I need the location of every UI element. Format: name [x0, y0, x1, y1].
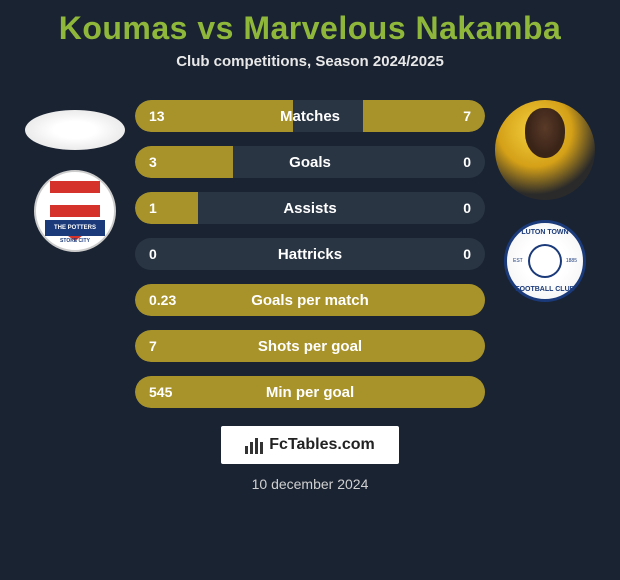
comparison-card: Koumas vs Marvelous Nakamba Club competi… — [0, 0, 620, 580]
stat-value-right: 0 — [463, 154, 471, 170]
stats-column: 13 Matches 7 3 Goals 0 1 Assists 0 0 Hattricks 0 0.2… — [135, 100, 485, 408]
stat-row: 13 Matches 7 — [135, 100, 485, 132]
stat-value-left: 7 — [149, 338, 157, 354]
stat-value-left: 0.23 — [149, 292, 176, 308]
stat-value-left: 1 — [149, 200, 157, 216]
stat-label: Goals — [289, 154, 331, 171]
main-row: THE POTTERS 13 Matches 7 3 Goals 0 1 Assists 0 0 H… — [0, 100, 620, 408]
stat-row: 3 Goals 0 — [135, 146, 485, 178]
brand-text: FcTables.com — [269, 436, 375, 454]
stat-label: Matches — [280, 108, 340, 125]
player-photo-right — [495, 100, 595, 200]
stat-fill-left — [135, 192, 198, 224]
stat-value-left: 3 — [149, 154, 157, 170]
stat-row: 0 Hattricks 0 — [135, 238, 485, 270]
right-side: LUTON TOWN FOOTBALL CLUB EST 1885 — [495, 100, 595, 302]
club-badge-luton: LUTON TOWN FOOTBALL CLUB EST 1885 — [504, 220, 586, 302]
stat-value-left: 13 — [149, 108, 165, 124]
date-text: 10 december 2024 — [252, 476, 369, 492]
stat-value-right: 0 — [463, 200, 471, 216]
stat-value-left: 545 — [149, 384, 172, 400]
stat-row: 545 Min per goal — [135, 376, 485, 408]
player-photo-left — [25, 110, 125, 150]
stoke-banner: THE POTTERS — [45, 220, 105, 236]
stat-value-left: 0 — [149, 246, 157, 262]
stat-label: Shots per goal — [258, 338, 362, 355]
subtitle: Club competitions, Season 2024/2025 — [0, 53, 620, 70]
luton-top-text: LUTON TOWN — [507, 229, 583, 236]
left-side: THE POTTERS — [25, 100, 125, 252]
luton-est-right: 1885 — [566, 258, 577, 264]
stat-row: 1 Assists 0 — [135, 192, 485, 224]
bar-chart-icon — [245, 436, 263, 454]
stat-value-right: 7 — [463, 108, 471, 124]
page-title: Koumas vs Marvelous Nakamba — [0, 10, 620, 47]
stat-label: Min per goal — [266, 384, 354, 401]
luton-est-left: EST — [513, 258, 523, 264]
club-badge-stoke: THE POTTERS — [34, 170, 116, 252]
stat-label: Goals per match — [251, 292, 369, 309]
stat-label: Hattricks — [278, 246, 342, 263]
stat-row: 0.23 Goals per match — [135, 284, 485, 316]
stat-value-right: 0 — [463, 246, 471, 262]
luton-bottom-text: FOOTBALL CLUB — [507, 286, 583, 293]
stat-row: 7 Shots per goal — [135, 330, 485, 362]
footer: FcTables.com 10 december 2024 — [0, 426, 620, 492]
stat-label: Assists — [283, 200, 336, 217]
brand-box[interactable]: FcTables.com — [221, 426, 399, 464]
